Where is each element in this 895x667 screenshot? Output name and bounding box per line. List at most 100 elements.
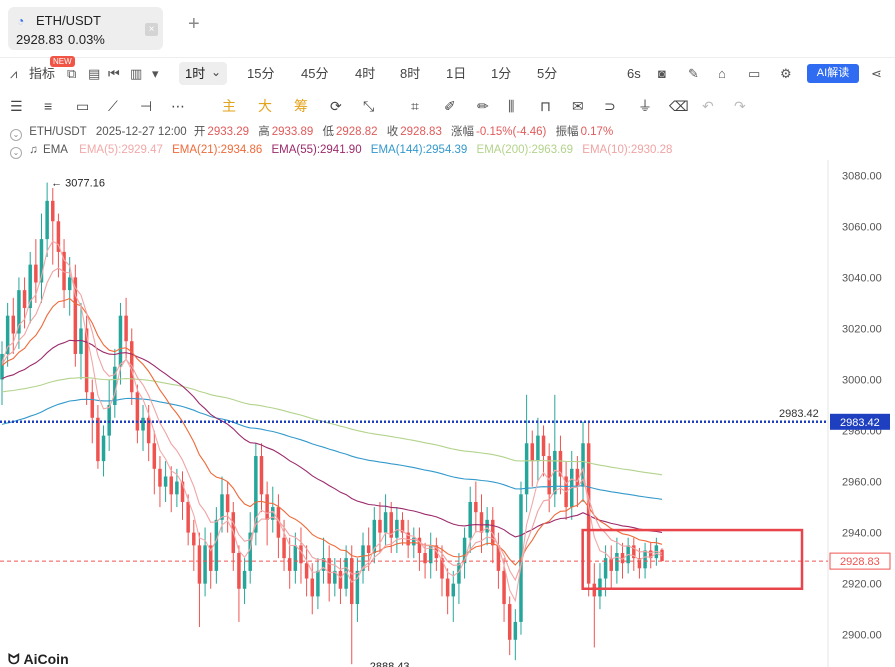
ruler-icon[interactable]: ✐ [444, 98, 456, 114]
trash-icon[interactable]: ⌫ [669, 98, 689, 114]
candlestick-chart[interactable]: 3080.003060.003040.003020.003000.002980.… [0, 160, 895, 667]
candle-body [361, 545, 365, 571]
crop-icon[interactable]: ⌗ [411, 98, 419, 114]
horizontal-line-icon[interactable]: ⊣ [140, 98, 153, 114]
candle [84, 315, 89, 405]
candle [107, 379, 111, 451]
menu-icon[interactable]: ☰ [10, 98, 23, 114]
symbol-tab[interactable]: ◔ ETH/USDT × 2928.83 0.03% [8, 7, 163, 50]
candle [434, 537, 439, 571]
timeframe-45m[interactable]: 45分 [301, 66, 329, 81]
more-tools-icon[interactable]: ⋯ [171, 98, 185, 114]
filter-icon[interactable]: ⏚ [638, 98, 652, 114]
candle-body [192, 532, 196, 546]
marked-line-label: 2983.42 [779, 408, 819, 420]
alert-icon[interactable]: ⌂ [718, 66, 726, 81]
ai-analysis-button[interactable]: AI解读 [807, 64, 859, 83]
y-tick-label-6: 2960.00 [842, 477, 882, 489]
pen-icon[interactable]: ✎ [688, 66, 699, 81]
note-icon[interactable]: ✉ [572, 98, 584, 114]
ema-55-value: EMA(55):2941.90 [271, 144, 362, 156]
candle-body [96, 417, 100, 462]
collapse-toggle-icon[interactable]: ⌄ [10, 147, 22, 159]
candle-body [541, 435, 546, 457]
tab-change-pct: 0.03% [68, 32, 105, 47]
camera-icon[interactable]: ◙ [658, 66, 666, 81]
close-label: 收 [386, 126, 399, 138]
candle-body [400, 519, 405, 533]
fullscreen-icon[interactable]: ▭ [748, 66, 761, 81]
y-tick-label-9: 2900.00 [842, 630, 882, 642]
indicators-button[interactable]: 指标 [29, 66, 56, 81]
candle-body [603, 558, 608, 579]
candle-body [547, 456, 551, 495]
timeframe-1m[interactable]: 1分 [491, 66, 512, 81]
replay-icon[interactable]: ⏮ [108, 66, 120, 81]
rectangle-icon[interactable]: ▭ [76, 98, 90, 114]
brush-icon[interactable]: ✏ [477, 98, 489, 114]
layout-icon[interactable]: ▤ [88, 66, 101, 81]
share-icon[interactable]: ⋖ [871, 66, 882, 81]
chip-distribution-button[interactable]: 筹 [294, 98, 308, 114]
candle-body [28, 264, 32, 309]
candle [338, 558, 343, 605]
chart-type-icon[interactable]: ▥ [130, 66, 143, 81]
current-price-tag-label: 2928.83 [840, 556, 880, 568]
timeframe-4h[interactable]: 4时 [355, 66, 376, 81]
active-timeframe-button[interactable]: 1时 ⌄ [179, 62, 227, 85]
candle-body [152, 443, 157, 469]
collapse-toggle-icon[interactable]: ⌄ [10, 129, 22, 141]
settings-icon[interactable]: ⚙ [780, 66, 792, 81]
candles-icon[interactable]: ⫼ [508, 98, 515, 114]
candle [451, 570, 456, 622]
timeframe-1d[interactable]: 1日 [446, 66, 467, 81]
lock-icon[interactable]: ⊓ [540, 98, 551, 114]
candle-body [45, 200, 49, 240]
price-chart[interactable]: 3080.00 3060.00 3040.00 3020.00 3000.00 2980.… [0, 160, 895, 667]
close-tab-icon[interactable]: × [145, 23, 158, 36]
refresh-interval[interactable]: 6s [627, 66, 641, 81]
add-tab-button[interactable]: + [188, 13, 200, 35]
candle-body [553, 450, 557, 495]
timeframe-8h[interactable]: 8时 [400, 66, 421, 81]
timeframe-5m[interactable]: 5分 [537, 66, 558, 81]
candle [237, 545, 241, 622]
candle [163, 461, 168, 502]
candle-body [344, 558, 348, 589]
timeframe-15m[interactable]: 15分 [247, 66, 275, 81]
undo-icon[interactable]: ↶ [702, 98, 714, 114]
candle [220, 476, 224, 533]
sync-icon[interactable]: ⟳ [330, 98, 342, 114]
magnet-icon[interactable]: ⊃ [604, 98, 616, 114]
candle-body [118, 315, 123, 367]
trend-line-icon[interactable]: ⟋ [108, 98, 118, 114]
chart-type-dropdown-icon[interactable]: ▾ [152, 66, 159, 81]
y-tick-label-0: 3080.00 [842, 170, 882, 182]
drawing-toolbar: ☰ ≡ ▭ ⟋ ⊣ ⋯ 主 大 筹 ⟳ ⤡ ⌗ ✐ ✏ ⫼ ⊓ ✉ ⊃ ⏚ ⌫ … [0, 92, 895, 120]
active-timeframe-label: 1时 [185, 66, 206, 81]
candle [530, 430, 535, 487]
ema-200-value: EMA(200):2963.69 [476, 144, 574, 156]
indicator-icon[interactable]: ⩘ [10, 66, 18, 81]
candle-body [17, 290, 21, 334]
candle-body [474, 501, 478, 513]
candle [507, 596, 512, 656]
candle-body [276, 507, 281, 538]
tab-title: ETH/USDT [36, 13, 101, 28]
redo-icon[interactable]: ↷ [734, 98, 746, 114]
main-force-button[interactable]: 主 [222, 98, 236, 114]
amplitude-label: 振幅 [555, 126, 579, 138]
large-order-button[interactable]: 大 [258, 98, 272, 114]
candle [366, 527, 371, 571]
candle-body [259, 456, 264, 495]
candle [428, 532, 433, 579]
candle-body [412, 537, 416, 546]
bell-icon[interactable]: ♫ [29, 144, 38, 156]
measure-icon[interactable]: ⤡ [363, 98, 375, 114]
candle-body [293, 545, 298, 571]
hamburger-icon[interactable]: ≡ [44, 98, 53, 114]
compare-icon[interactable]: ⧉ [67, 66, 77, 81]
candle [169, 466, 173, 513]
candle [513, 609, 518, 661]
candle [316, 558, 320, 610]
